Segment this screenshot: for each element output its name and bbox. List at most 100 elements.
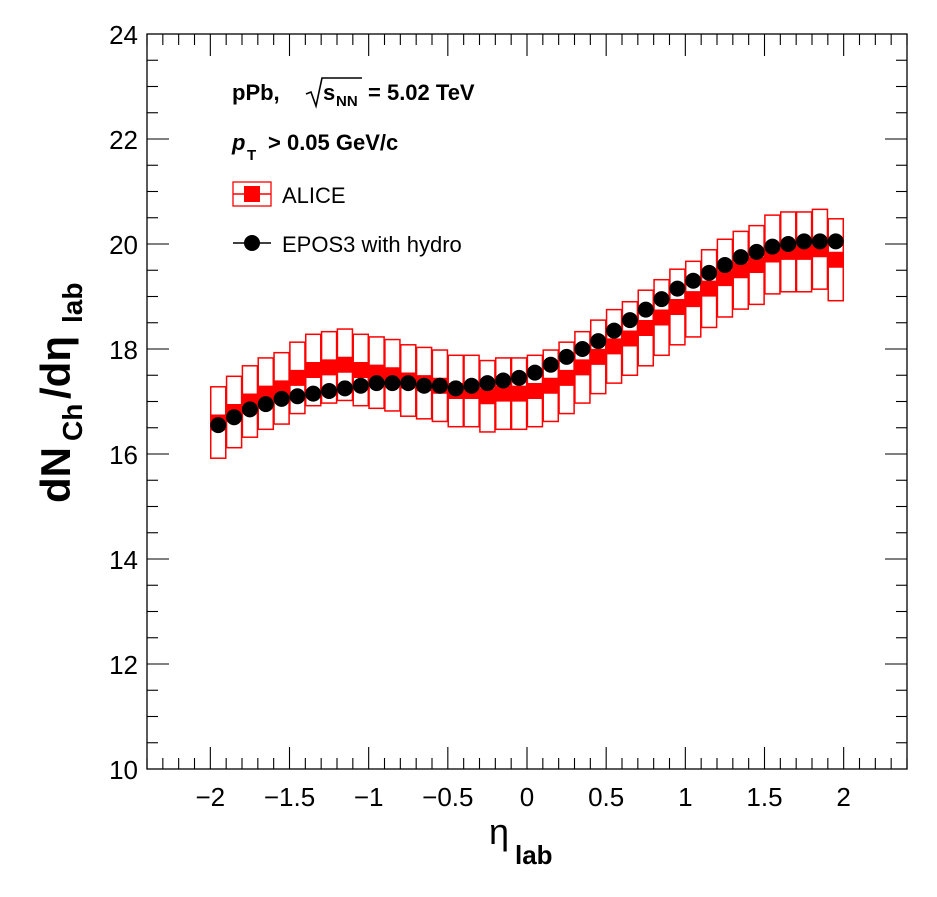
sqrt-s-label: s	[323, 80, 335, 105]
epos3-point	[495, 372, 512, 389]
y-tick-label: 20	[109, 230, 138, 260]
y-axis-title-lab: lab	[57, 283, 88, 323]
epos3-point	[210, 417, 227, 434]
epos3-point	[748, 243, 765, 260]
pt-cut-label: > 0.05 GeV/c	[268, 130, 398, 155]
alice-point	[526, 383, 543, 399]
epos3-point	[558, 348, 575, 365]
y-tick-label: 22	[109, 125, 138, 155]
y-tick-label: 10	[109, 755, 138, 785]
axis-ticks	[146, 33, 908, 770]
legend-epos3-entry: EPOS3 with hydro	[233, 232, 462, 257]
x-tick-label: 2	[836, 782, 850, 812]
alice-point	[590, 348, 607, 365]
epos3-point	[321, 383, 338, 399]
epos3-point	[384, 375, 401, 392]
x-axis-title-sub: lab	[515, 840, 553, 870]
epos3-point	[732, 249, 749, 266]
alice-point	[621, 330, 638, 347]
x-axis-title: η lab	[489, 811, 553, 870]
epos3-point	[606, 322, 623, 339]
y-axis-title-deta: /dη	[32, 336, 79, 399]
alice-point	[289, 369, 306, 386]
legend-epos3-label: EPOS3 with hydro	[282, 232, 462, 257]
alice-point	[574, 359, 591, 376]
epos3-point	[811, 233, 828, 250]
epos3-point	[368, 375, 385, 392]
alice-point	[542, 377, 559, 394]
epos3-point	[241, 401, 258, 418]
epos3-point	[400, 375, 417, 392]
x-tick-label: −1	[354, 782, 384, 812]
epos3-series	[210, 233, 844, 434]
legend-epos3-marker	[244, 235, 260, 251]
epos3-point	[511, 369, 528, 386]
epos3-point	[653, 291, 670, 308]
epos3-point	[574, 341, 591, 357]
legend-alice-label: ALICE	[282, 183, 346, 208]
x-tick-label: −1.5	[264, 782, 315, 812]
y-tick-label: 12	[109, 650, 138, 680]
alice-point	[352, 362, 369, 378]
epos3-point	[796, 233, 813, 250]
sqrt-symbol	[305, 77, 362, 109]
epos3-point	[701, 264, 718, 281]
alice-point	[716, 270, 733, 287]
x-tick-labels: −2 −1.5 −1 −0.5 0 0.5 1 1.5 2	[196, 782, 851, 812]
alice-point	[685, 291, 702, 308]
epos3-point	[416, 377, 433, 394]
alice-point	[606, 338, 623, 355]
epos3-point	[590, 333, 607, 350]
x-tick-label: 0.5	[588, 782, 624, 812]
epos3-point	[526, 364, 543, 381]
x-tick-label: −2	[196, 782, 226, 812]
y-axis-title-ch: Ch	[57, 404, 88, 441]
alice-point	[732, 262, 749, 279]
alice-point	[321, 359, 338, 376]
y-tick-label: 24	[109, 20, 138, 50]
epos3-point	[336, 380, 353, 397]
legend: ALICE EPOS3 with hydro	[232, 181, 462, 257]
epos3-point	[685, 272, 702, 289]
alice-point	[827, 251, 844, 268]
y-tick-label: 14	[109, 545, 138, 575]
epos3-point	[431, 377, 448, 394]
epos3-point	[669, 280, 686, 297]
system-label: pPb,	[232, 80, 280, 105]
alice-point	[305, 362, 322, 378]
alice-point	[511, 385, 528, 402]
sqrt-s-subscript: NN	[336, 93, 358, 110]
alice-point	[653, 309, 670, 326]
epos3-point	[827, 233, 844, 250]
y-axis-title-dn: dN	[32, 447, 79, 503]
epos3-point	[447, 380, 464, 397]
x-tick-label: 1.5	[746, 782, 782, 812]
epos3-point	[780, 236, 797, 252]
legend-alice-entry: ALICE	[232, 181, 346, 208]
alice-point	[558, 369, 575, 386]
epos3-point	[764, 238, 781, 255]
epos3-point	[226, 409, 243, 426]
epos3-point	[289, 388, 306, 405]
y-tick-labels: 10 12 14 16 18 20 22 24	[109, 20, 138, 785]
epos3-point	[716, 257, 733, 273]
alice-point	[479, 388, 496, 405]
epos3-point	[463, 377, 480, 394]
alice-point	[336, 356, 353, 373]
epos3-point	[352, 377, 369, 394]
epos3-point	[305, 385, 322, 402]
legend-alice-marker	[244, 186, 260, 202]
y-tick-label: 16	[109, 440, 138, 470]
alice-point	[701, 280, 718, 297]
x-tick-label: 1	[678, 782, 692, 812]
y-tick-label: 18	[109, 335, 138, 365]
epos3-point	[621, 312, 638, 329]
x-tick-label: 0	[520, 782, 534, 812]
epos3-point	[257, 396, 274, 413]
pt-subscript: T	[247, 147, 256, 164]
epos3-point	[273, 390, 290, 407]
alice-point	[748, 257, 765, 273]
alice-point	[495, 385, 512, 402]
x-tick-label: −0.5	[422, 782, 473, 812]
